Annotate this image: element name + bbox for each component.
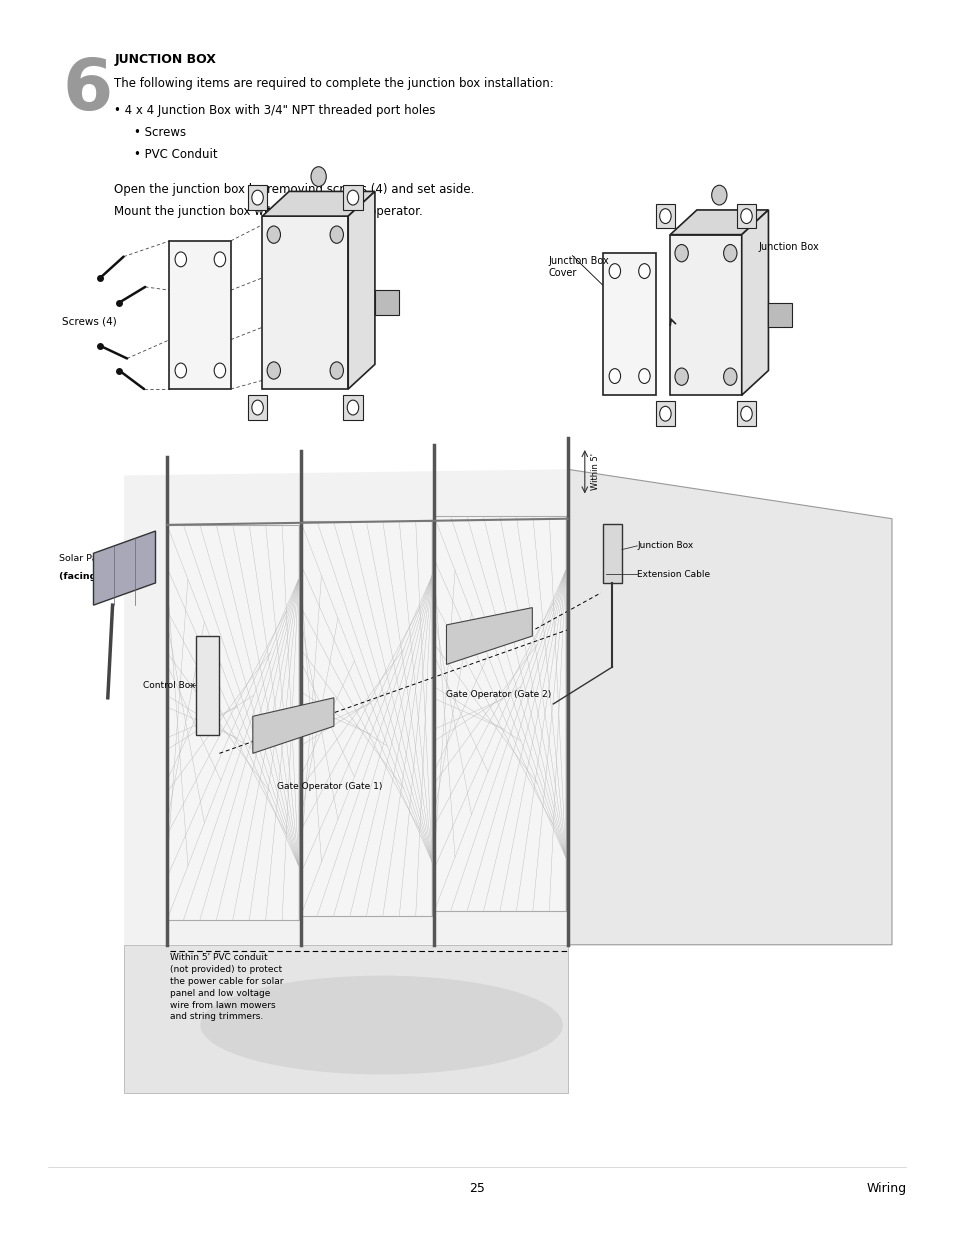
Text: Junction Box: Junction Box (758, 242, 819, 252)
Text: • PVC Conduit: • PVC Conduit (133, 148, 217, 162)
Polygon shape (602, 253, 655, 395)
Text: Within 5': Within 5' (591, 453, 599, 490)
Circle shape (674, 245, 687, 262)
Circle shape (213, 252, 225, 267)
Circle shape (252, 400, 263, 415)
Polygon shape (248, 185, 267, 210)
Circle shape (659, 406, 671, 421)
Polygon shape (446, 608, 532, 664)
Circle shape (722, 245, 736, 262)
Text: Junction Box: Junction Box (637, 541, 693, 551)
Polygon shape (736, 204, 755, 228)
Text: Wiring: Wiring (865, 1182, 905, 1194)
Polygon shape (248, 395, 267, 420)
Polygon shape (736, 401, 755, 426)
Text: Control Box: Control Box (143, 680, 195, 690)
Text: The following items are required to complete the junction box installation:: The following items are required to comp… (114, 77, 554, 90)
Polygon shape (741, 210, 767, 395)
Bar (195, 636, 219, 735)
Circle shape (638, 369, 650, 383)
Circle shape (174, 363, 186, 378)
Polygon shape (343, 395, 362, 420)
Polygon shape (567, 469, 891, 945)
Circle shape (740, 209, 751, 224)
Circle shape (174, 252, 186, 267)
Text: Junction Box
Cover: Junction Box Cover (548, 256, 609, 278)
Text: Gate Operator (Gate 2): Gate Operator (Gate 2) (446, 689, 551, 699)
Circle shape (638, 264, 650, 279)
Bar (167, 525, 298, 920)
Circle shape (659, 209, 671, 224)
Text: Extension Cable: Extension Cable (637, 569, 710, 579)
Text: JUNCTION BOX: JUNCTION BOX (114, 53, 216, 67)
Circle shape (608, 264, 620, 279)
Polygon shape (93, 531, 155, 605)
Text: 6: 6 (62, 56, 112, 125)
Text: Within 5' PVC conduit
(not provided) to protect
the power cable for solar
panel : Within 5' PVC conduit (not provided) to … (170, 953, 283, 1021)
Polygon shape (669, 210, 767, 235)
Polygon shape (767, 303, 791, 327)
Circle shape (740, 406, 751, 421)
Polygon shape (253, 698, 334, 753)
Polygon shape (343, 185, 362, 210)
Bar (602, 524, 621, 583)
Circle shape (608, 369, 620, 383)
Circle shape (267, 226, 280, 243)
Ellipse shape (200, 976, 562, 1074)
Bar (434, 516, 565, 911)
Circle shape (267, 362, 280, 379)
Text: Screws (4): Screws (4) (62, 316, 116, 326)
Text: 25: 25 (469, 1182, 484, 1194)
Circle shape (674, 368, 687, 385)
Polygon shape (124, 469, 567, 945)
Circle shape (330, 226, 343, 243)
Bar (300, 521, 432, 916)
Polygon shape (348, 191, 375, 389)
Circle shape (213, 363, 225, 378)
Circle shape (330, 362, 343, 379)
Text: (facing South): (facing South) (59, 572, 135, 582)
Polygon shape (170, 241, 231, 389)
Circle shape (252, 190, 263, 205)
Circle shape (722, 368, 736, 385)
Polygon shape (262, 216, 348, 389)
Text: • 4 x 4 Junction Box with 3/4" NPT threaded port holes: • 4 x 4 Junction Box with 3/4" NPT threa… (114, 104, 436, 117)
Circle shape (311, 167, 326, 186)
Circle shape (347, 190, 358, 205)
Text: Solar Panel: Solar Panel (59, 553, 112, 563)
Circle shape (711, 185, 726, 205)
Text: Open the junction box by removing screws (4) and set aside.: Open the junction box by removing screws… (114, 183, 475, 196)
Circle shape (347, 400, 358, 415)
Polygon shape (655, 401, 674, 426)
Polygon shape (375, 290, 398, 315)
Polygon shape (655, 204, 674, 228)
Polygon shape (124, 945, 567, 1093)
Polygon shape (262, 191, 375, 216)
Text: Mount the junction box within 5' of second operator.: Mount the junction box within 5' of seco… (114, 205, 423, 219)
Text: • Screws: • Screws (133, 126, 186, 140)
Polygon shape (669, 235, 741, 395)
Text: Gate Operator (Gate 1): Gate Operator (Gate 1) (276, 782, 381, 792)
